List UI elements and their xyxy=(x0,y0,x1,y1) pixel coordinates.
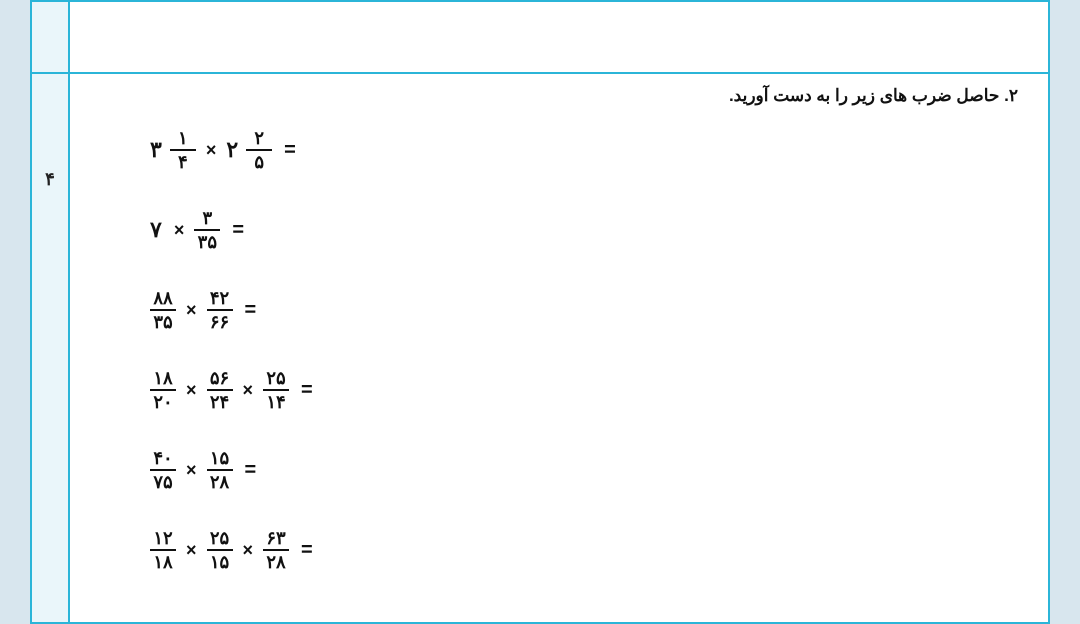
fraction: ۳ ۳۵ xyxy=(194,209,220,251)
side-top-cell xyxy=(32,2,68,74)
fraction: ۱۲ ۱۸ xyxy=(150,529,176,571)
main-column: ۲. حاصل ضرب های زیر را به دست آورید. ۳ ۱… xyxy=(70,2,1048,622)
multiply-sign: × xyxy=(186,540,197,561)
integer: ۷ xyxy=(150,217,162,243)
multiply-sign: × xyxy=(243,380,254,401)
equation-row: ۷ × ۳ ۳۵ = xyxy=(150,204,1018,256)
multiply-sign: × xyxy=(186,300,197,321)
fraction: ۱۸ ۲۰ xyxy=(150,369,176,411)
fraction: ۲ ۵ xyxy=(246,129,272,171)
equation-row: ۱۲ ۱۸ × ۲۵ ۱۵ × ۶۳ ۲۸ xyxy=(150,524,1018,576)
top-empty-section xyxy=(70,2,1048,74)
whole-number: ۳ xyxy=(150,137,162,163)
equals-sign: = xyxy=(301,379,313,402)
page-number-cell: ۴ xyxy=(32,74,68,622)
fraction: ۵۶ ۲۴ xyxy=(207,369,233,411)
fraction: ۲۵ ۱۴ xyxy=(263,369,289,411)
fraction: ۸۸ ۳۵ xyxy=(150,289,176,331)
multiply-sign: × xyxy=(174,220,185,241)
multiply-sign: × xyxy=(186,380,197,401)
equations-list: ۳ ۱ ۴ × ۲ ۲ ۵ = xyxy=(120,124,1018,576)
fraction: ۱۵ ۲۸ xyxy=(207,449,233,491)
multiply-sign: × xyxy=(206,140,217,161)
fraction: ۱ ۴ xyxy=(170,129,196,171)
equals-sign: = xyxy=(245,299,257,322)
equals-sign: = xyxy=(301,539,313,562)
equals-sign: = xyxy=(245,459,257,482)
equals-sign: = xyxy=(232,219,244,242)
page-number: ۴ xyxy=(45,169,55,190)
equation-row: ۱۸ ۲۰ × ۵۶ ۲۴ × ۲۵ ۱۴ xyxy=(150,364,1018,416)
multiply-sign: × xyxy=(243,540,254,561)
fraction: ۴۰ ۷۵ xyxy=(150,449,176,491)
fraction: ۶۳ ۲۸ xyxy=(263,529,289,571)
equals-sign: = xyxy=(284,139,296,162)
equation-row: ۴۰ ۷۵ × ۱۵ ۲۸ = xyxy=(150,444,1018,496)
fraction: ۲۵ ۱۵ xyxy=(207,529,233,571)
side-column: ۴ xyxy=(32,2,70,622)
fraction: ۴۲ ۶۶ xyxy=(207,289,233,331)
content-section: ۲. حاصل ضرب های زیر را به دست آورید. ۳ ۱… xyxy=(70,74,1048,622)
question-title: ۲. حاصل ضرب های زیر را به دست آورید. xyxy=(120,86,1018,106)
equation-row: ۳ ۱ ۴ × ۲ ۲ ۵ = xyxy=(150,124,1018,176)
whole-number: ۲ xyxy=(226,137,238,163)
worksheet-page: ۲. حاصل ضرب های زیر را به دست آورید. ۳ ۱… xyxy=(30,0,1050,624)
equation-row: ۸۸ ۳۵ × ۴۲ ۶۶ = xyxy=(150,284,1018,336)
multiply-sign: × xyxy=(186,460,197,481)
